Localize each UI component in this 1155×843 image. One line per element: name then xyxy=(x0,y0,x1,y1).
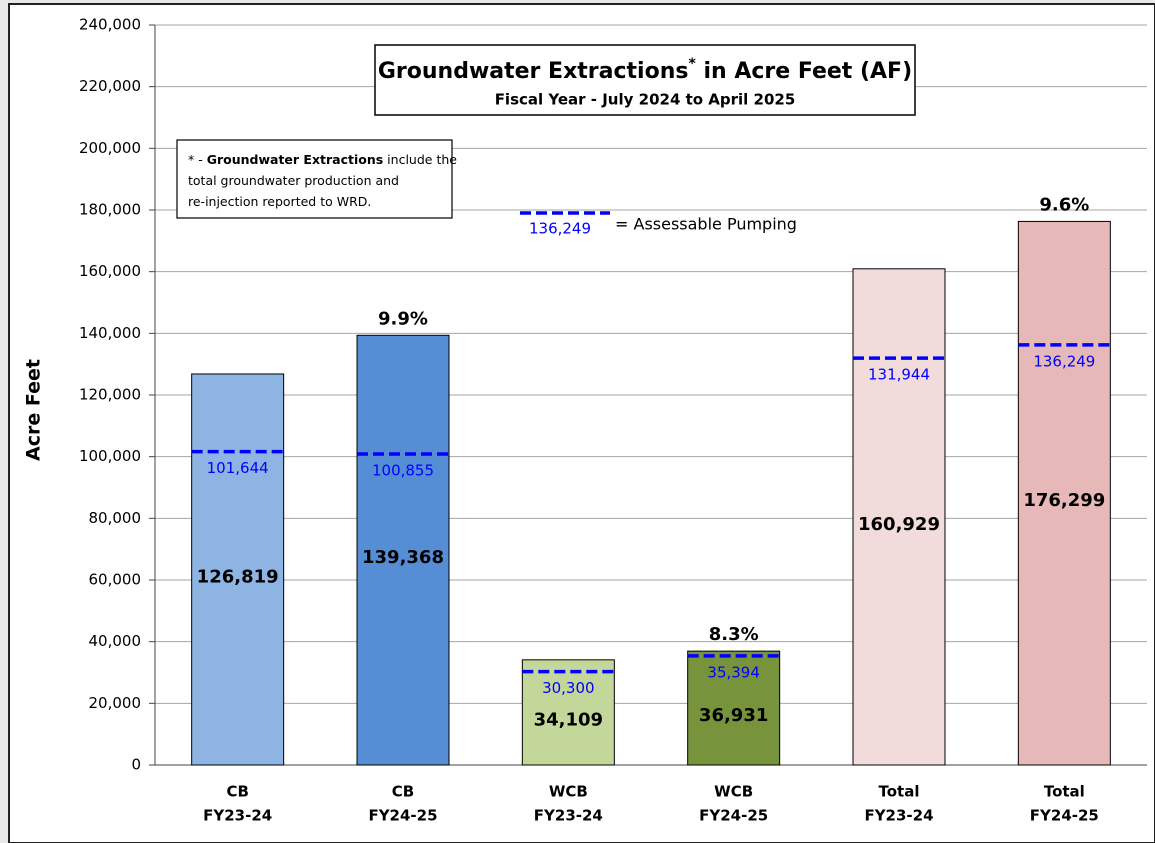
bar-value-label: 126,819 xyxy=(197,566,279,587)
y-tick-label: 140,000 xyxy=(79,324,141,342)
bar xyxy=(521,659,615,766)
x-tick-label: FY23-24 xyxy=(864,807,933,825)
note-part: include the xyxy=(383,152,457,167)
x-tick-label: WCB xyxy=(549,783,588,801)
x-tick-label: CB xyxy=(226,783,248,801)
x-tick-label: Total xyxy=(879,783,920,801)
y-tick-label: 80,000 xyxy=(89,509,142,527)
pumping-label: 30,300 xyxy=(542,679,595,697)
bar-value-label: 34,109 xyxy=(534,709,603,730)
title-part: in Acre Feet (AF) xyxy=(696,59,912,84)
y-tick-label: 180,000 xyxy=(79,201,141,219)
y-tick-label: 160,000 xyxy=(79,262,141,280)
bar xyxy=(356,334,450,766)
bar xyxy=(1017,220,1111,766)
y-tick-label: 60,000 xyxy=(89,571,142,589)
note-line: re-injection reported to WRD. xyxy=(188,194,371,209)
y-axis-label: Acre Feet xyxy=(23,359,45,461)
chart-title: Groundwater Extractions* in Acre Feet (A… xyxy=(378,56,912,84)
x-tick-label: FY24-25 xyxy=(368,807,437,825)
title-part: Groundwater Extractions xyxy=(378,59,689,84)
y-tick-label: 240,000 xyxy=(79,16,141,34)
y-tick-label: 20,000 xyxy=(89,694,142,712)
percent-label: 9.9% xyxy=(378,308,428,329)
chart-subtitle: Fiscal Year - July 2024 to April 2025 xyxy=(495,91,796,109)
x-tick-label: FY23-24 xyxy=(534,807,603,825)
pumping-label: 136,249 xyxy=(1033,352,1095,370)
percent-label: 9.6% xyxy=(1039,194,1089,215)
bar xyxy=(191,373,285,766)
x-tick-label: FY24-25 xyxy=(699,807,768,825)
x-tick-label: CB xyxy=(392,783,414,801)
x-tick-label: FY24-25 xyxy=(1030,807,1099,825)
bar xyxy=(687,650,781,766)
percent-label: 8.3% xyxy=(709,624,759,645)
pumping-label: 131,944 xyxy=(868,366,930,384)
bar-value-label: 160,929 xyxy=(858,514,940,535)
pumping-label: 100,855 xyxy=(372,462,434,480)
legend-sample-label: 136,249 xyxy=(529,220,591,238)
pumping-label: 101,644 xyxy=(207,459,269,477)
y-tick-label: 100,000 xyxy=(79,447,141,465)
legend-label: = Assessable Pumping xyxy=(615,215,797,234)
title-part: * xyxy=(688,56,696,72)
note-part: * - xyxy=(188,152,207,167)
x-tick-label: WCB xyxy=(714,783,753,801)
bar xyxy=(852,268,946,766)
y-tick-label: 0 xyxy=(131,756,141,774)
note-part: re-injection reported to WRD. xyxy=(188,194,371,209)
note-part: total groundwater production and xyxy=(188,173,399,188)
y-tick-label: 120,000 xyxy=(79,386,141,404)
note-line: total groundwater production and xyxy=(188,173,399,188)
y-tick-label: 200,000 xyxy=(79,139,141,157)
x-tick-label: Total xyxy=(1044,783,1085,801)
note-part: Groundwater Extractions xyxy=(207,152,383,167)
bar-value-label: 36,931 xyxy=(699,705,768,726)
x-tick-label: FY23-24 xyxy=(203,807,272,825)
y-tick-label: 40,000 xyxy=(89,632,142,650)
bar-value-label: 176,299 xyxy=(1023,490,1105,511)
note-line: * - Groundwater Extractions include the xyxy=(188,152,457,167)
title-box xyxy=(374,44,916,116)
pumping-label: 35,394 xyxy=(707,663,760,681)
bar-value-label: 139,368 xyxy=(362,547,444,568)
note-box xyxy=(176,139,453,219)
y-tick-label: 220,000 xyxy=(79,77,141,95)
